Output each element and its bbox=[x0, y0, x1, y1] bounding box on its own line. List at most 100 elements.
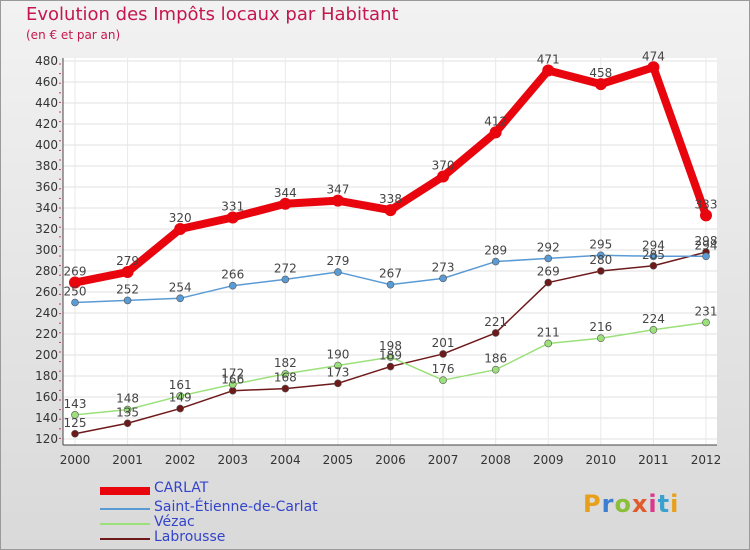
data-label-carlat-2010: 458 bbox=[589, 66, 612, 80]
data-point-labrousse-2011 bbox=[649, 261, 658, 270]
y-tick-label-200: 200 bbox=[35, 348, 58, 362]
y-tick-label-440: 440 bbox=[35, 96, 58, 110]
legend-swatch-saint-etienne bbox=[100, 508, 150, 510]
data-label-carlat-2011: 474 bbox=[642, 49, 665, 63]
y-tick-label-480: 480 bbox=[35, 54, 58, 68]
data-label-labrousse-2010: 280 bbox=[589, 253, 612, 267]
data-label-labrousse-2003: 166 bbox=[221, 373, 244, 387]
data-point-v-zac-2011 bbox=[649, 325, 658, 334]
x-tick-label-2006: 2006 bbox=[375, 453, 406, 467]
data-point-labrousse-2004 bbox=[281, 384, 290, 393]
data-label-labrousse-2011: 285 bbox=[642, 248, 665, 262]
legend-label-carlat: CARLAT bbox=[154, 480, 209, 496]
logo-letter: i bbox=[648, 490, 658, 518]
data-label-carlat-2009: 471 bbox=[537, 52, 560, 66]
data-label-v-zac-2004: 182 bbox=[274, 356, 297, 370]
data-point-carlat-2004 bbox=[279, 197, 292, 210]
x-tick-label-2000: 2000 bbox=[60, 453, 91, 467]
data-label-saint-tienne-de-carlat-2000: 250 bbox=[64, 285, 87, 299]
data-point-carlat-2010 bbox=[594, 78, 607, 91]
data-point-saint-tienne-de-carlat-2004 bbox=[281, 275, 290, 284]
data-label-carlat-2005: 347 bbox=[326, 183, 349, 197]
data-point-labrousse-2005 bbox=[334, 379, 342, 388]
data-point-saint-tienne-de-carlat-2008 bbox=[491, 257, 500, 266]
logo-letter: o bbox=[614, 490, 632, 518]
y-tick-label-420: 420 bbox=[35, 117, 58, 131]
data-label-carlat-2012: 333 bbox=[695, 197, 718, 211]
data-label-saint-tienne-de-carlat-2008: 289 bbox=[484, 244, 507, 258]
y-tick-label-280: 280 bbox=[35, 264, 58, 278]
y-tick-label-240: 240 bbox=[35, 306, 58, 320]
data-label-saint-tienne-de-carlat-2009: 292 bbox=[537, 240, 560, 254]
x-tick-label-2002: 2002 bbox=[165, 453, 196, 467]
x-tick-label-2001: 2001 bbox=[112, 453, 143, 467]
data-label-v-zac-2007: 176 bbox=[432, 362, 455, 376]
x-tick-label-2003: 2003 bbox=[217, 453, 248, 467]
data-label-labrousse-2005: 173 bbox=[326, 365, 349, 379]
data-label-carlat-2008: 412 bbox=[484, 114, 507, 128]
data-label-v-zac-2011: 224 bbox=[642, 312, 665, 326]
logo-letter: P bbox=[583, 490, 602, 518]
legend-swatch-labrousse bbox=[100, 538, 150, 540]
chart-subtitle: (en € et par an) bbox=[26, 28, 121, 42]
logo-letter: r bbox=[601, 490, 615, 518]
data-point-saint-tienne-de-carlat-2003 bbox=[228, 281, 237, 290]
data-point-carlat-2009 bbox=[542, 64, 555, 77]
legend-label-labrousse: Labrousse bbox=[154, 529, 226, 545]
data-label-saint-tienne-de-carlat-2001: 252 bbox=[116, 282, 139, 296]
data-label-labrousse-2006: 189 bbox=[379, 349, 402, 363]
data-point-carlat-2008 bbox=[489, 126, 502, 139]
data-point-labrousse-2002 bbox=[176, 404, 184, 413]
data-label-carlat-2000: 269 bbox=[64, 265, 87, 279]
data-point-labrousse-2006 bbox=[386, 362, 395, 371]
data-point-v-zac-2008 bbox=[491, 365, 500, 374]
x-tick-label-2009: 2009 bbox=[533, 453, 564, 467]
y-tick-label-400: 400 bbox=[35, 138, 58, 152]
data-label-labrousse-2001: 135 bbox=[116, 405, 139, 419]
data-point-carlat-2005 bbox=[331, 194, 344, 207]
legend-swatch-vezac bbox=[100, 523, 150, 525]
data-point-labrousse-2001 bbox=[123, 419, 132, 428]
data-point-labrousse-2010 bbox=[597, 267, 605, 275]
data-point-labrousse-2003 bbox=[228, 386, 237, 395]
y-tick-label-360: 360 bbox=[35, 180, 58, 194]
y-tick-label-140: 140 bbox=[35, 411, 58, 425]
data-point-saint-tienne-de-carlat-2001 bbox=[123, 296, 132, 305]
y-tick-label-460: 460 bbox=[35, 75, 58, 89]
data-point-carlat-2012 bbox=[700, 209, 712, 222]
data-point-carlat-2002 bbox=[174, 223, 187, 235]
data-point-v-zac-2002 bbox=[176, 392, 184, 400]
data-point-saint-tienne-de-carlat-2002 bbox=[176, 294, 184, 303]
data-label-carlat-2007: 370 bbox=[432, 159, 455, 173]
data-label-labrousse-2007: 201 bbox=[432, 336, 455, 350]
y-tick-label-340: 340 bbox=[35, 201, 58, 215]
data-label-v-zac-2012: 231 bbox=[695, 304, 718, 318]
data-label-v-zac-2000: 143 bbox=[64, 397, 87, 411]
data-point-v-zac-2007 bbox=[439, 376, 447, 385]
data-label-v-zac-2003: 172 bbox=[221, 366, 244, 380]
x-tick-label-2007: 2007 bbox=[428, 453, 459, 467]
x-tick-label-2004: 2004 bbox=[270, 453, 301, 467]
data-label-saint-tienne-de-carlat-2010: 295 bbox=[589, 237, 612, 251]
data-point-saint-tienne-de-carlat-2006 bbox=[386, 280, 395, 289]
data-label-saint-tienne-de-carlat-2011: 294 bbox=[642, 238, 665, 252]
data-point-carlat-2006 bbox=[384, 204, 397, 217]
proxiti-logo: Proxiti bbox=[583, 490, 679, 518]
data-point-carlat-2003 bbox=[226, 211, 239, 224]
logo-letter: t bbox=[657, 490, 671, 518]
data-label-carlat-2002: 320 bbox=[169, 211, 192, 225]
data-label-v-zac-2010: 216 bbox=[589, 320, 612, 334]
data-point-v-zac-2004 bbox=[281, 370, 290, 378]
legend-label-vezac: Vézac bbox=[154, 514, 195, 530]
data-label-saint-tienne-de-carlat-2012: 294 bbox=[695, 238, 718, 252]
data-label-saint-tienne-de-carlat-2006: 267 bbox=[379, 267, 402, 281]
data-label-labrousse-2008: 221 bbox=[484, 315, 507, 329]
chart-title: Evolution des Impôts locaux par Habitant bbox=[26, 4, 399, 25]
x-tick-label-2008: 2008 bbox=[480, 453, 511, 467]
data-point-labrousse-2008 bbox=[491, 329, 500, 337]
data-label-v-zac-2002: 161 bbox=[169, 378, 192, 392]
data-label-carlat-2003: 331 bbox=[221, 199, 244, 213]
data-label-carlat-2004: 344 bbox=[274, 186, 297, 200]
data-label-saint-tienne-de-carlat-2002: 254 bbox=[169, 280, 192, 294]
